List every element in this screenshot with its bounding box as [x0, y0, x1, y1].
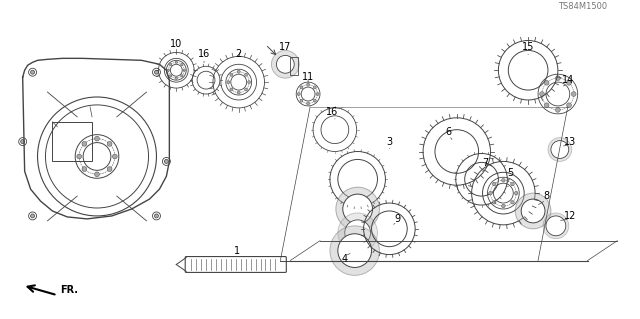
Text: 1: 1	[234, 246, 240, 256]
Circle shape	[338, 234, 372, 267]
Circle shape	[108, 141, 112, 146]
Text: 8: 8	[543, 191, 549, 201]
Circle shape	[572, 92, 576, 96]
Circle shape	[515, 193, 551, 229]
Circle shape	[345, 220, 371, 246]
Circle shape	[343, 194, 372, 224]
Text: 12: 12	[564, 211, 576, 221]
Text: TS84M1500: TS84M1500	[558, 2, 607, 11]
Text: 4: 4	[342, 254, 348, 263]
Text: 2: 2	[236, 49, 242, 59]
Circle shape	[170, 75, 172, 77]
Circle shape	[336, 187, 380, 231]
Circle shape	[511, 200, 515, 204]
Bar	[291, 57, 298, 75]
Circle shape	[300, 99, 303, 102]
Circle shape	[313, 99, 316, 102]
Text: 16: 16	[326, 107, 338, 117]
Text: 15: 15	[522, 42, 534, 52]
Circle shape	[183, 69, 186, 71]
Circle shape	[551, 141, 569, 159]
Circle shape	[95, 172, 99, 177]
Circle shape	[31, 70, 35, 74]
Text: 14: 14	[562, 75, 574, 85]
Circle shape	[566, 80, 572, 85]
Circle shape	[20, 140, 25, 144]
Circle shape	[77, 154, 81, 159]
Circle shape	[300, 86, 303, 89]
Circle shape	[82, 167, 87, 171]
Circle shape	[330, 226, 380, 275]
Text: 10: 10	[170, 40, 182, 49]
Circle shape	[180, 63, 183, 66]
Circle shape	[276, 56, 294, 73]
Circle shape	[511, 182, 515, 186]
Circle shape	[313, 86, 316, 89]
Circle shape	[175, 77, 177, 79]
Text: 17: 17	[279, 42, 291, 52]
Text: 9: 9	[394, 214, 401, 224]
Circle shape	[227, 81, 230, 84]
Circle shape	[556, 76, 560, 80]
Circle shape	[82, 141, 87, 146]
Circle shape	[154, 214, 159, 218]
Circle shape	[502, 204, 505, 208]
Circle shape	[271, 50, 299, 78]
Circle shape	[108, 167, 112, 171]
Circle shape	[175, 61, 177, 63]
Circle shape	[566, 103, 572, 108]
Circle shape	[307, 83, 310, 86]
Text: FR.: FR.	[60, 285, 78, 295]
Circle shape	[95, 136, 99, 141]
Circle shape	[237, 91, 240, 94]
Circle shape	[167, 69, 170, 71]
Circle shape	[230, 88, 233, 91]
Circle shape	[540, 92, 545, 96]
Circle shape	[297, 93, 300, 95]
Circle shape	[548, 137, 572, 161]
Circle shape	[489, 191, 492, 195]
Circle shape	[544, 103, 549, 108]
Circle shape	[515, 191, 518, 195]
Circle shape	[237, 70, 240, 73]
Circle shape	[492, 182, 496, 186]
Circle shape	[544, 80, 549, 85]
Circle shape	[244, 88, 248, 91]
Circle shape	[154, 70, 159, 74]
Text: 3: 3	[387, 137, 392, 147]
Text: 6: 6	[446, 127, 452, 137]
Circle shape	[556, 108, 560, 112]
Circle shape	[502, 178, 505, 182]
Circle shape	[180, 75, 183, 77]
Circle shape	[338, 213, 378, 253]
Text: 13: 13	[564, 137, 576, 147]
Circle shape	[316, 93, 319, 95]
Circle shape	[543, 213, 569, 239]
Circle shape	[546, 216, 566, 236]
Circle shape	[244, 73, 248, 76]
Circle shape	[170, 63, 172, 66]
Circle shape	[31, 214, 35, 218]
Text: 16: 16	[198, 49, 210, 59]
Circle shape	[521, 199, 545, 223]
Circle shape	[164, 160, 168, 163]
Circle shape	[113, 154, 117, 159]
Text: 5: 5	[507, 168, 513, 178]
Text: 7: 7	[483, 159, 488, 168]
Text: 11: 11	[302, 72, 314, 82]
Circle shape	[248, 81, 251, 84]
Circle shape	[307, 102, 310, 105]
Circle shape	[230, 73, 233, 76]
Circle shape	[492, 200, 496, 204]
